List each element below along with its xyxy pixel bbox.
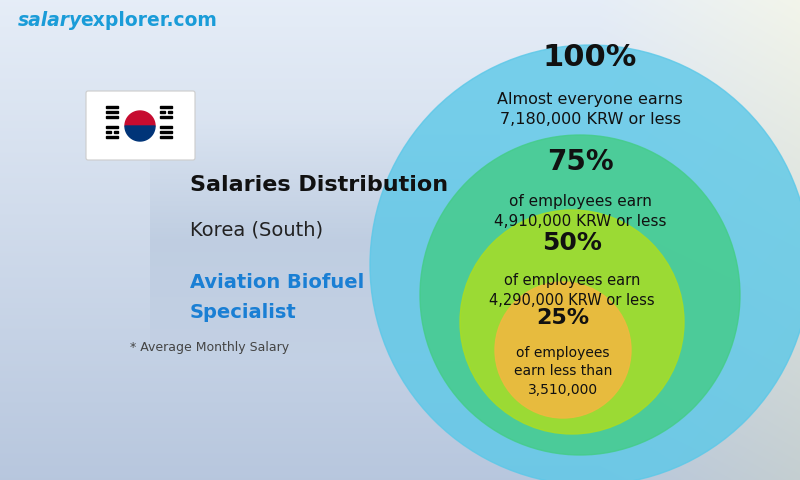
- Bar: [106, 125, 118, 128]
- Text: 75%: 75%: [546, 148, 614, 176]
- Bar: [106, 131, 110, 133]
- Bar: [106, 135, 118, 138]
- Bar: [160, 110, 165, 113]
- Text: of employees
earn less than
3,510,000: of employees earn less than 3,510,000: [514, 346, 612, 397]
- Text: Korea (South): Korea (South): [190, 220, 323, 240]
- Bar: [106, 116, 118, 118]
- Polygon shape: [125, 126, 155, 141]
- Bar: [160, 116, 172, 118]
- Circle shape: [420, 135, 740, 455]
- Text: * Average Monthly Salary: * Average Monthly Salary: [130, 341, 289, 355]
- Text: 50%: 50%: [542, 231, 602, 255]
- Text: of employees earn
4,290,000 KRW or less: of employees earn 4,290,000 KRW or less: [489, 273, 655, 308]
- Bar: [160, 135, 172, 138]
- Text: Salaries Distribution: Salaries Distribution: [190, 175, 448, 195]
- Circle shape: [370, 45, 800, 480]
- Bar: [114, 131, 118, 133]
- Text: Specialist: Specialist: [190, 303, 297, 323]
- Text: salary: salary: [18, 11, 82, 29]
- Text: 25%: 25%: [537, 308, 590, 328]
- Bar: [106, 110, 118, 113]
- Text: explorer.com: explorer.com: [80, 11, 217, 29]
- Text: of employees earn
4,910,000 KRW or less: of employees earn 4,910,000 KRW or less: [494, 194, 666, 229]
- Text: Almost everyone earns
7,180,000 KRW or less: Almost everyone earns 7,180,000 KRW or l…: [497, 92, 683, 127]
- Polygon shape: [125, 111, 155, 126]
- Bar: [106, 106, 118, 108]
- Bar: [167, 110, 172, 113]
- FancyBboxPatch shape: [86, 91, 195, 160]
- Bar: [160, 125, 172, 128]
- Bar: [160, 106, 172, 108]
- Circle shape: [460, 210, 684, 434]
- Bar: [93, 98, 187, 154]
- Bar: [160, 131, 172, 133]
- Text: 100%: 100%: [543, 44, 637, 72]
- Circle shape: [495, 282, 631, 418]
- Text: Aviation Biofuel: Aviation Biofuel: [190, 274, 364, 292]
